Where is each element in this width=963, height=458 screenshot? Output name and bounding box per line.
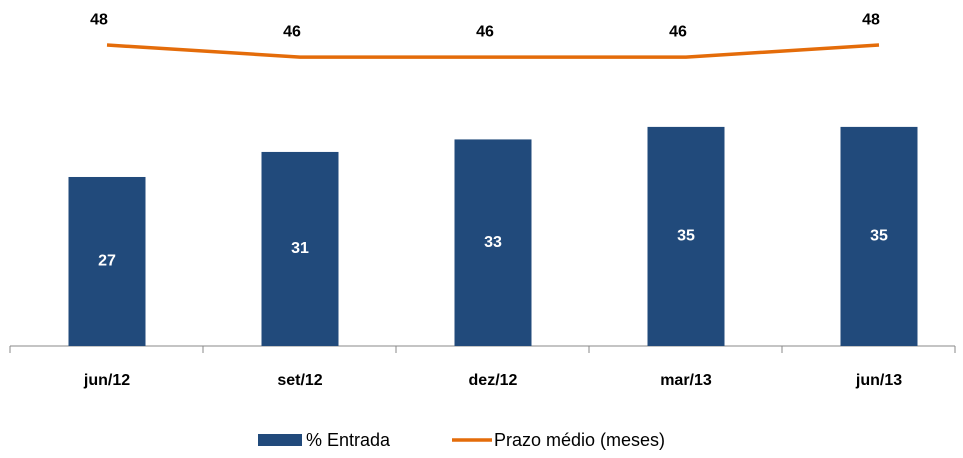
legend-label: Prazo médio (meses) bbox=[494, 430, 665, 450]
bar bbox=[454, 139, 532, 346]
line-value-label: 48 bbox=[862, 11, 880, 28]
x-tick-label: dez/12 bbox=[469, 372, 518, 389]
bar bbox=[647, 126, 725, 347]
bar-value-label: 27 bbox=[98, 253, 116, 270]
bar-value-label: 33 bbox=[484, 234, 502, 251]
x-tick-label: set/12 bbox=[277, 372, 322, 389]
legend-label: % Entrada bbox=[306, 430, 391, 450]
bar-value-label: 35 bbox=[677, 228, 695, 245]
legend-swatch bbox=[258, 434, 302, 446]
line-value-label: 46 bbox=[669, 23, 687, 40]
x-tick-label: mar/13 bbox=[660, 372, 712, 389]
x-tick-label: jun/12 bbox=[83, 372, 130, 389]
bar bbox=[68, 176, 146, 346]
line-value-label: 46 bbox=[283, 23, 301, 40]
x-tick-label: jun/13 bbox=[855, 372, 902, 389]
bar-value-label: 31 bbox=[291, 240, 309, 257]
bar bbox=[261, 151, 339, 346]
bar bbox=[840, 126, 918, 347]
line-value-label: 48 bbox=[90, 11, 108, 28]
line-value-label: 46 bbox=[476, 23, 494, 40]
line bbox=[106, 43, 880, 59]
bar-value-label: 35 bbox=[870, 228, 888, 245]
